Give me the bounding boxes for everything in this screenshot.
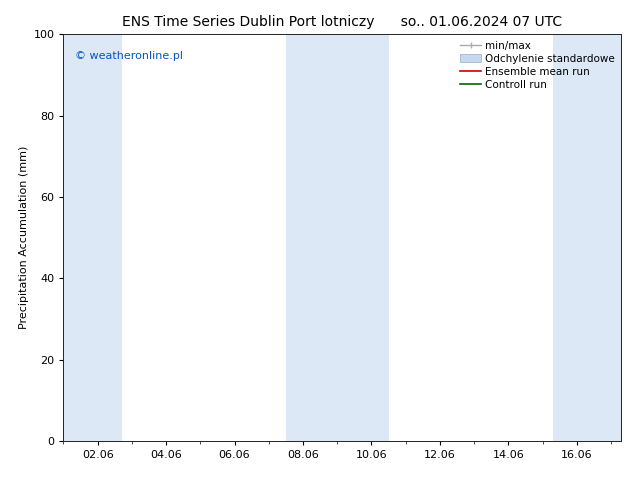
- Y-axis label: Precipitation Accumulation (mm): Precipitation Accumulation (mm): [19, 146, 29, 329]
- Legend: min/max, Odchylenie standardowe, Ensemble mean run, Controll run: min/max, Odchylenie standardowe, Ensembl…: [456, 36, 619, 94]
- Bar: [553, 34, 621, 441]
- Bar: [286, 34, 389, 441]
- Bar: [63, 34, 122, 441]
- Text: © weatheronline.pl: © weatheronline.pl: [75, 50, 183, 61]
- Title: ENS Time Series Dublin Port lotniczy      so.. 01.06.2024 07 UTC: ENS Time Series Dublin Port lotniczy so.…: [122, 15, 562, 29]
